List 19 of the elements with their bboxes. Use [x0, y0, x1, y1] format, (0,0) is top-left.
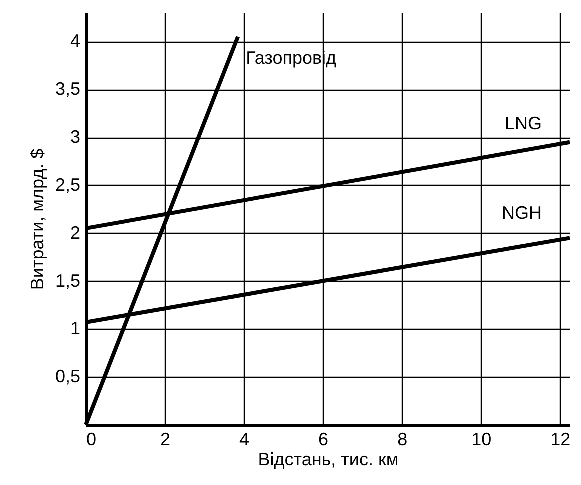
x-axis-title: Відстань, тис. км	[258, 450, 399, 470]
y-tick-label: 3	[70, 127, 80, 148]
x-tick-label: 4	[240, 430, 250, 450]
y-tick-label: 2,5	[55, 174, 80, 195]
series-label: NGH	[502, 203, 542, 224]
y-axis-title: Витрати, млрд. $	[27, 148, 48, 290]
y-tick-label: 2	[70, 222, 80, 243]
y-tick-label: 3,5	[55, 79, 80, 100]
x-tick-label: 0	[86, 430, 97, 450]
y-tick-label: 4	[70, 31, 80, 52]
x-tick-label: 6	[318, 430, 329, 450]
y-tick-label: 0,5	[55, 366, 80, 387]
y-tick-label: 1	[70, 318, 80, 339]
x-tick-label: 10	[472, 430, 492, 450]
series-label: LNG	[504, 113, 542, 134]
x-tick-label: 12	[550, 430, 571, 450]
y-tick-label: 1,5	[55, 270, 80, 291]
x-tick-label: 2	[160, 430, 171, 450]
x-tick-label: 8	[398, 430, 408, 450]
